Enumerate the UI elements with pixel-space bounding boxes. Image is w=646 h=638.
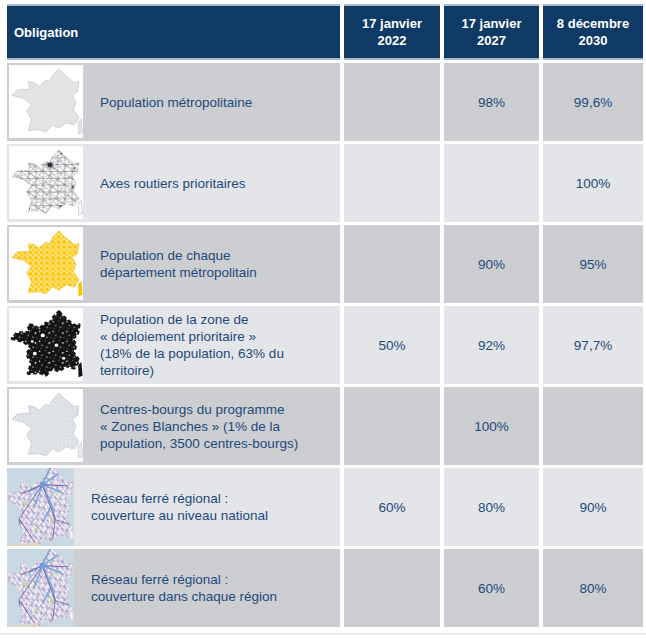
obligation-label: Réseau ferré régional : couverture au ni… — [91, 490, 319, 524]
table-row: Population de chaque département métropo… — [7, 225, 340, 303]
france-outline-map — [9, 65, 83, 138]
value-2022 — [344, 225, 440, 303]
value-2027 — [444, 144, 539, 222]
france-priority-zone-map — [9, 308, 83, 381]
obligation-label: Population de chaque département métropo… — [100, 247, 328, 281]
france-rail-regional-map — [7, 549, 74, 627]
value-2030: 90% — [543, 468, 643, 546]
value-2022: 60% — [344, 468, 440, 546]
value-2027: 92% — [444, 306, 539, 384]
value-2027: 80% — [444, 468, 539, 546]
value-2030 — [543, 387, 643, 465]
table-row: Population de la zone de « déploiement p… — [7, 306, 340, 384]
value-2027: 100% — [444, 387, 539, 465]
obligation-label: Population de la zone de « déploiement p… — [100, 311, 328, 379]
value-2022 — [344, 63, 440, 141]
france-roads-map — [9, 146, 83, 219]
value-2022 — [344, 387, 440, 465]
value-2027: 90% — [444, 225, 539, 303]
value-2027: 98% — [444, 63, 539, 141]
value-2022 — [344, 549, 440, 627]
france-departments-map — [9, 227, 83, 300]
value-2022 — [344, 144, 440, 222]
obligation-label: Axes routiers prioritaires — [100, 175, 328, 192]
table-row: Population métropolitaine — [7, 63, 340, 141]
value-2030: 95% — [543, 225, 643, 303]
page-bottom-divider — [0, 633, 646, 635]
obligation-label: Population métropolitaine — [100, 94, 328, 111]
obligation-label: Centres-bourgs du programme « Zones Blan… — [100, 401, 328, 452]
value-2030: 80% — [543, 549, 643, 627]
table-row: Réseau ferré régional : couverture dans … — [7, 549, 340, 627]
header-date-2022: 17 janvier 2022 — [344, 4, 440, 60]
value-2030: 100% — [543, 144, 643, 222]
table-row: Axes routiers prioritaires — [7, 144, 340, 222]
obligation-label: Réseau ferré régional : couverture dans … — [91, 571, 319, 605]
header-obligation: Obligation — [7, 4, 340, 60]
header-date-2030: 8 décembre 2030 — [543, 4, 643, 60]
value-2027: 60% — [444, 549, 539, 627]
value-2030: 99,6% — [543, 63, 643, 141]
value-2030: 97,7% — [543, 306, 643, 384]
table-row: Centres-bourgs du programme « Zones Blan… — [7, 387, 340, 465]
value-2022: 50% — [344, 306, 440, 384]
coverage-obligations-table: Obligation 17 janvier 2022 17 janvier 20… — [0, 0, 646, 627]
france-white-zones-map — [9, 389, 83, 462]
france-rail-national-map — [7, 468, 74, 546]
header-date-2027: 17 janvier 2027 — [444, 4, 539, 60]
table-row: Réseau ferré régional : couverture au ni… — [7, 468, 340, 546]
